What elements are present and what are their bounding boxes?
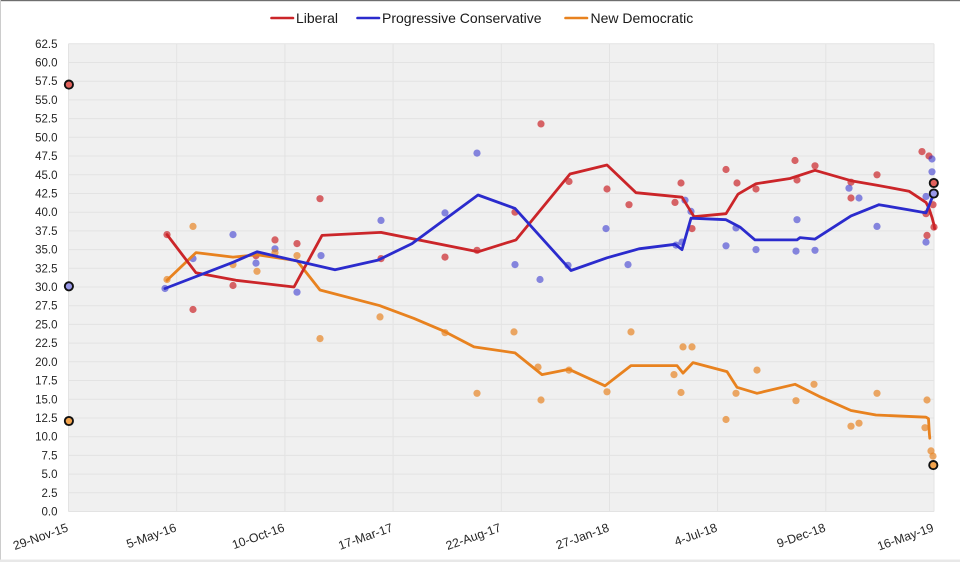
svg-text:New Democratic: New Democratic [591, 10, 694, 26]
svg-text:2.5: 2.5 [42, 488, 58, 500]
svg-text:25.0: 25.0 [35, 319, 57, 331]
svg-text:15.0: 15.0 [35, 394, 57, 406]
svg-text:5.0: 5.0 [42, 469, 58, 481]
svg-text:32.5: 32.5 [35, 263, 57, 275]
svg-text:45.0: 45.0 [35, 170, 57, 182]
svg-text:42.5: 42.5 [35, 189, 57, 201]
svg-text:Liberal: Liberal [296, 10, 338, 26]
svg-text:Progressive Conservative: Progressive Conservative [382, 10, 542, 26]
svg-text:62.5: 62.5 [35, 39, 57, 51]
svg-text:17.5: 17.5 [35, 376, 57, 388]
svg-text:27.5: 27.5 [35, 301, 57, 313]
svg-text:7.5: 7.5 [42, 450, 58, 462]
svg-text:55.0: 55.0 [35, 95, 57, 107]
svg-text:52.5: 52.5 [35, 114, 57, 126]
svg-text:37.5: 37.5 [35, 226, 57, 238]
svg-text:57.5: 57.5 [35, 76, 57, 88]
svg-text:30.0: 30.0 [35, 282, 57, 294]
svg-text:10.0: 10.0 [35, 432, 57, 444]
svg-text:0.0: 0.0 [42, 507, 58, 519]
svg-text:12.5: 12.5 [35, 413, 57, 425]
svg-text:47.5: 47.5 [35, 151, 57, 163]
svg-text:22.5: 22.5 [35, 338, 57, 350]
svg-text:20.0: 20.0 [35, 357, 57, 369]
svg-text:50.0: 50.0 [35, 132, 57, 144]
svg-text:60.0: 60.0 [35, 58, 57, 70]
svg-text:40.0: 40.0 [35, 207, 57, 219]
svg-text:35.0: 35.0 [35, 245, 57, 257]
